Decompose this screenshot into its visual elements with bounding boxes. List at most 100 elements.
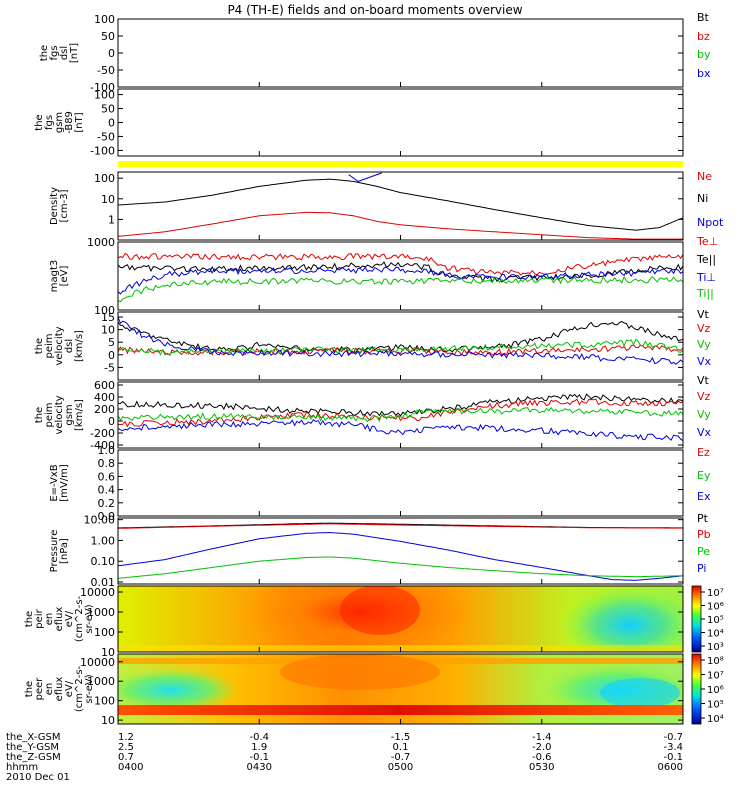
y-tick-label: 1000 xyxy=(87,236,115,249)
y-axis-label-line: -B89 xyxy=(64,111,75,134)
panel-frame xyxy=(117,88,684,157)
y-tick-label: 0.8 xyxy=(98,457,116,470)
legend-velocity_gsm-2: Vy xyxy=(697,408,711,421)
series-velocity_gsm-2 xyxy=(117,406,684,423)
y-tick-label: 100 xyxy=(94,695,115,708)
series-velocity_dsl-1 xyxy=(117,344,684,356)
legend-velocity_gsm-3: Vx xyxy=(697,426,712,439)
y-tick-label: 100 xyxy=(94,172,115,185)
y-axis-label-line: [nPa] xyxy=(59,538,70,564)
legend-temperature-2: Ti⊥ xyxy=(696,271,716,284)
x-row-value: -0.1 xyxy=(249,752,269,763)
y-tick-label: 10.00 xyxy=(84,514,116,527)
y-axis-label-line: eflux xyxy=(54,607,65,632)
colorbar xyxy=(691,585,702,653)
x-row-value: -0.7 xyxy=(663,732,683,743)
date-label: 2010 Dec 01 xyxy=(6,772,70,783)
colorbar-label: 10⁸ xyxy=(707,656,724,667)
y-axis-label-line: peim xyxy=(44,402,55,427)
y-tick-label: -100 xyxy=(90,144,115,157)
legend-efield-2: Ex xyxy=(697,490,711,503)
x-row-label: the_Y-GSM xyxy=(6,742,59,753)
legend-velocity_dsl-3: Vx xyxy=(697,355,712,368)
colorbar-label: 10³ xyxy=(707,642,724,653)
y-axis-label-line: peer xyxy=(34,677,45,701)
colorbar-label: 10⁷ xyxy=(707,588,724,599)
y-axis-label-line: (cm^2-s- xyxy=(74,595,85,642)
y-axis-label-line: eV/ xyxy=(64,610,75,627)
y-axis-label-line: eV/ xyxy=(64,680,75,697)
series-velocity_gsm-1 xyxy=(118,398,684,428)
y-tick-label: 10000 xyxy=(80,656,115,669)
y-tick-label: 100 xyxy=(94,304,115,317)
y-tick-label: 1.0 xyxy=(98,444,116,457)
series-temperature-2 xyxy=(117,266,684,295)
y-tick-label: 10 xyxy=(101,324,115,337)
series-density-1 xyxy=(117,211,683,240)
y-tick-label: 10 xyxy=(101,193,115,206)
series-density-0 xyxy=(117,178,684,231)
y-tick-label: 0 xyxy=(108,117,115,130)
y-axis-label-line: fgs xyxy=(49,45,60,60)
y-axis-label-line: [km/s] xyxy=(74,330,85,362)
colorbar-label: 10⁴ xyxy=(707,629,724,640)
y-tick-label: 1000 xyxy=(87,606,115,619)
y-axis-label-line: the xyxy=(34,114,45,130)
y-tick-label: -50 xyxy=(97,130,115,143)
panel-pressure: 10.00 1.00 0.10 0.01 Pressure [nPa] Pt Pb Pe Pi xyxy=(49,512,711,589)
x-row-value: 0530 xyxy=(529,762,554,773)
series-temperature-1 xyxy=(117,261,684,284)
y-axis-label-line: E=-VxB xyxy=(49,464,60,501)
y-axis-label-line: the xyxy=(24,681,35,697)
y-axis-label-line: dsl xyxy=(64,339,75,353)
legend-efield-1: Ey xyxy=(697,469,711,482)
y-axis-label-line: [nT] xyxy=(69,43,80,63)
y-tick-label: 0.6 xyxy=(98,470,116,483)
legend-fgs_dsl-3: bx xyxy=(697,67,711,80)
y-axis-label-line: dsl xyxy=(59,46,70,60)
legend-pressure-2: Pe xyxy=(697,545,710,558)
y-tick-label: 0.4 xyxy=(98,484,116,497)
y-tick-label: -200 xyxy=(90,427,115,440)
y-axis-label-line: [cm-3] xyxy=(59,189,70,222)
y-axis-label-line: gsm xyxy=(54,112,65,133)
y-tick-label: 400 xyxy=(94,391,115,404)
y-axis-label-line: the xyxy=(39,45,50,61)
y-axis-label-line: sr-eV) xyxy=(84,674,95,703)
panel-electron_spectrogram: 10000 1000 100 10 the peer en eflux eV/(cm^2-s-s… xyxy=(24,653,724,727)
legend-fgs_dsl-2: by xyxy=(697,48,711,61)
colorbar-label: 10⁶ xyxy=(707,602,724,613)
legend-density-0: Ne xyxy=(697,170,712,183)
y-tick-label: 10 xyxy=(101,646,115,659)
panel-efield: 1.00.80.60.40.20.0 E=-VxB [mV/m] Ez Ey Ex xyxy=(49,444,711,523)
y-axis-label-line: gsm xyxy=(64,404,75,425)
y-axis-label-line: magt3 xyxy=(49,260,60,293)
x-row-value: -3.4 xyxy=(663,742,683,753)
x-row-value: -1.5 xyxy=(391,732,411,743)
y-axis-label-line: [eV] xyxy=(59,266,70,287)
y-axis-label-line: (cm^2-s- xyxy=(74,665,85,712)
panel-frame xyxy=(117,449,684,517)
legend-velocity_dsl-0: Vt xyxy=(697,308,710,321)
x-row-value: -1.4 xyxy=(532,732,552,743)
y-axis-label-line: velocity xyxy=(54,326,65,365)
y-tick-label: 5 xyxy=(108,336,115,349)
legend-velocity_gsm-1: Vz xyxy=(697,390,711,403)
y-axis-label-line: [nT] xyxy=(74,112,85,132)
y-tick-label: 0 xyxy=(108,415,115,428)
y-tick-label: -400 xyxy=(90,439,115,452)
colorbar-label: 10⁶ xyxy=(707,685,724,696)
x-row-value: 0600 xyxy=(658,762,683,773)
legend-velocity_gsm-0: Vt xyxy=(697,374,710,387)
panel-frame xyxy=(117,311,684,381)
y-tick-label: 0 xyxy=(108,47,115,60)
y-tick-label: -100 xyxy=(90,81,115,94)
series-velocity_dsl-0 xyxy=(117,320,684,354)
y-axis-label-line: Pressure xyxy=(49,530,60,573)
y-axis-label-line: fgs xyxy=(44,115,55,130)
y-axis-label-line: eflux xyxy=(54,677,65,702)
legend-density-1: Ni xyxy=(697,192,708,205)
legend-temperature-0: Te⊥ xyxy=(696,235,718,248)
y-axis-label-line: peim xyxy=(44,333,55,358)
